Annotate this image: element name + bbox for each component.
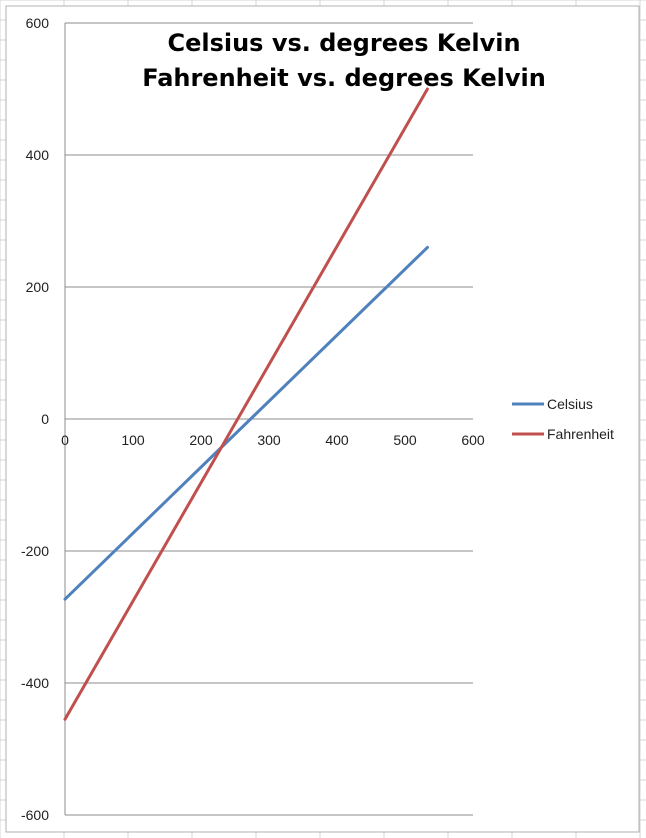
x-tick-label: 600: [461, 432, 485, 448]
series-line-celsius: [63, 245, 429, 601]
x-tick-label: 500: [393, 432, 417, 448]
legend: Celsius Fahrenheit: [512, 396, 614, 442]
chart-title-line-2: Fahrenheit vs. degrees Kelvin: [142, 64, 546, 92]
x-tick-label: 0: [61, 432, 69, 448]
legend-label-fahrenheit: Fahrenheit: [547, 426, 614, 442]
y-tick-label: 400: [26, 147, 50, 163]
x-tick-label: 200: [189, 432, 213, 448]
y-tick-label: 200: [26, 279, 50, 295]
legend-label-celsius: Celsius: [547, 396, 593, 412]
y-tick-label: -400: [21, 675, 49, 691]
chart-title-line-1: Celsius vs. degrees Kelvin: [167, 29, 520, 57]
horizontal-gridlines: [65, 22, 473, 816]
chart-title: Celsius vs. degrees Kelvin Fahrenheit vs…: [142, 29, 546, 92]
x-tick-label: 400: [325, 432, 349, 448]
series-line-fahrenheit: [63, 87, 429, 721]
axes: [64, 23, 473, 815]
y-tick-label: 600: [26, 15, 50, 31]
y-tick-label: -600: [21, 807, 49, 823]
y-tick-label: 0: [41, 411, 49, 427]
series-lines: [63, 87, 429, 721]
x-tick-labels: 0 100 200 300 400 500 600: [61, 432, 485, 448]
x-tick-label: 300: [257, 432, 281, 448]
y-tick-label: -200: [21, 543, 49, 559]
y-tick-labels: 600 400 200 0 -200 -400 -600: [21, 15, 49, 823]
x-tick-label: 100: [121, 432, 145, 448]
